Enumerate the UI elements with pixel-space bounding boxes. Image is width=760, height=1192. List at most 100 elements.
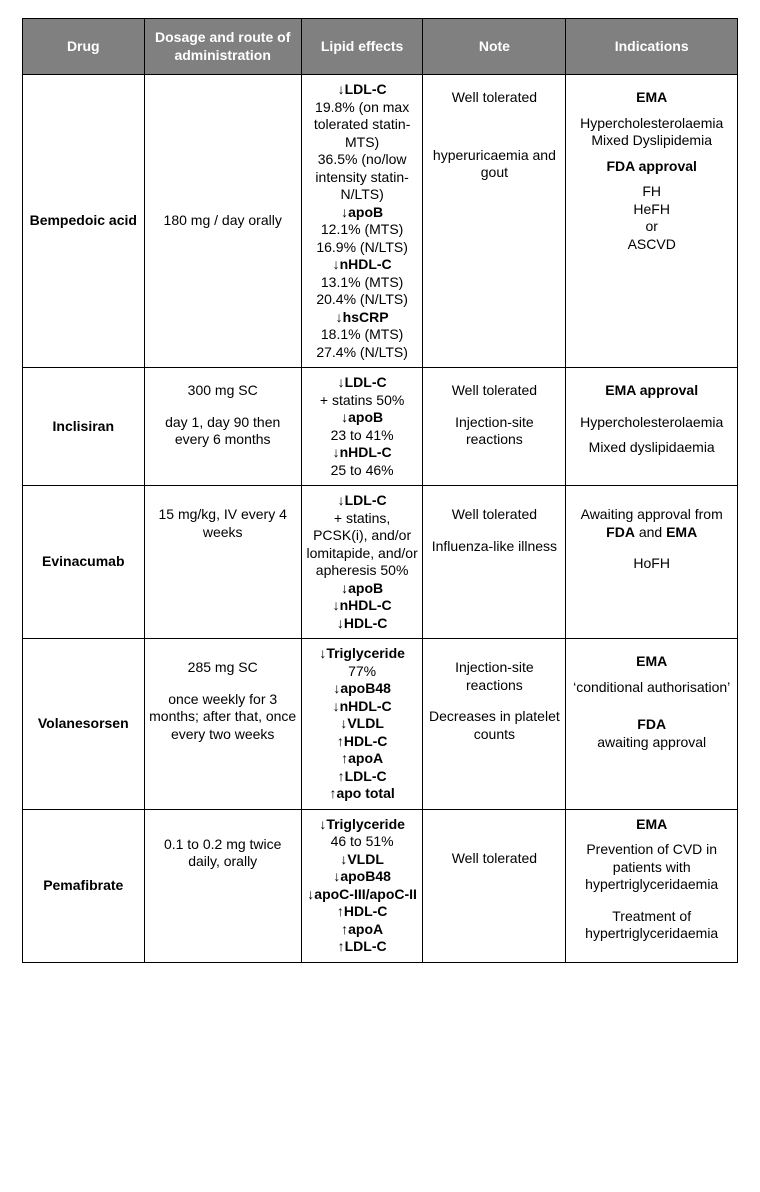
lipid-label: ↓LDL-C — [306, 81, 419, 99]
lipid-label: ↓nHDL-C — [306, 444, 419, 462]
lipid-value: 36.5% (no/low intensity statin- N/LTS) — [306, 151, 419, 204]
indication-label: EMA — [666, 524, 697, 540]
indication-text: awaiting approval — [570, 734, 733, 752]
lipid-label: ↓apoB48 — [306, 680, 419, 698]
lipid-cell: ↓LDL-C 19.8% (on max tolerated statin-MT… — [301, 75, 423, 368]
dosage-text: 0.1 to 0.2 mg twice daily, orally — [149, 836, 297, 871]
dosage-text: 180 mg / day orally — [149, 212, 297, 230]
indication-label: EMA — [570, 653, 733, 671]
lipid-label: ↑LDL-C — [306, 938, 419, 956]
lipid-cell: ↓LDL-C + statins 50% ↓apoB 23 to 41% ↓nH… — [301, 368, 423, 486]
dosage-cell: 285 mg SC once weekly for 3 months; afte… — [144, 639, 301, 810]
lipid-cell: ↓LDL-C + statins, PCSK(i), and/or lomita… — [301, 486, 423, 639]
lipid-label: ↑HDL-C — [306, 903, 419, 921]
indications-cell: EMA ‘conditional authorisation’ FDA awai… — [566, 639, 738, 810]
lipid-label: ↓VLDL — [306, 715, 419, 733]
drug-name: Volanesorsen — [23, 639, 145, 810]
col-lipid: Lipid effects — [301, 19, 423, 75]
lipid-label: ↓nHDL-C — [306, 597, 419, 615]
note-cell: Injection-site reactions Decreases in pl… — [423, 639, 566, 810]
lipid-label: ↓nHDL-C — [306, 698, 419, 716]
lipid-value: + statins, PCSK(i), and/or lomitapide, a… — [306, 510, 419, 580]
dosage-cell: 300 mg SC day 1, day 90 then every 6 mon… — [144, 368, 301, 486]
lipid-label: ↓VLDL — [306, 851, 419, 869]
lipid-value: 12.1% (MTS) — [306, 221, 419, 239]
note-text: Well tolerated — [427, 382, 561, 400]
col-note: Note — [423, 19, 566, 75]
note-text: Well tolerated — [427, 506, 561, 524]
indication-text: Hypercholesterolaemia — [570, 115, 733, 133]
lipid-value: 23 to 41% — [306, 427, 419, 445]
indication-text: Hypercholesterolaemia — [570, 414, 733, 432]
indication-text: Mixed dyslipidaemia — [570, 439, 733, 457]
indications-cell: EMA approval Hypercholesterolaemia Mixed… — [566, 368, 738, 486]
lipid-label: ↓apoC-III/apoC-II — [306, 886, 419, 904]
note-text: Well tolerated — [427, 89, 561, 107]
lipid-cell: ↓Triglyceride 46 to 51% ↓VLDL ↓apoB48 ↓a… — [301, 809, 423, 962]
lipid-label: ↓Triglyceride — [306, 645, 419, 663]
drug-name: Inclisiran — [23, 368, 145, 486]
lipid-value: 19.8% (on max tolerated statin-MTS) — [306, 99, 419, 152]
lipid-value: 77% — [306, 663, 419, 681]
indication-label: FDA — [570, 716, 733, 734]
indications-cell: EMA Prevention of CVD in patients with h… — [566, 809, 738, 962]
indication-text: HeFH — [570, 201, 733, 219]
lipid-label: ↓apoB — [306, 409, 419, 427]
drug-name: Bempedoic acid — [23, 75, 145, 368]
lipid-label: ↑HDL-C — [306, 733, 419, 751]
lipid-label: ↓Triglyceride — [306, 816, 419, 834]
lipid-label: ↑LDL-C — [306, 768, 419, 786]
note-text: Injection-site reactions — [427, 659, 561, 694]
note-cell: Well tolerated Injection-site reactions — [423, 368, 566, 486]
lipid-label: ↓HDL-C — [306, 615, 419, 633]
note-text: Influenza-like illness — [427, 538, 561, 556]
dosage-text: day 1, day 90 then every 6 months — [149, 414, 297, 449]
lipid-value: 27.4% (N/LTS) — [306, 344, 419, 362]
dosage-text: 285 mg SC — [149, 659, 297, 677]
indication-label: EMA — [570, 816, 733, 834]
indication-label: FDA approval — [570, 158, 733, 176]
lipid-cell: ↓Triglyceride 77% ↓apoB48 ↓nHDL-C ↓VLDL … — [301, 639, 423, 810]
drug-name: Evinacumab — [23, 486, 145, 639]
note-text: hyperuricaemia and gout — [427, 147, 561, 182]
lipid-value: 13.1% (MTS) — [306, 274, 419, 292]
indication-text: FDA and EMA — [570, 524, 733, 542]
table-row: Pemafibrate 0.1 to 0.2 mg twice daily, o… — [23, 809, 738, 962]
note-cell: Well tolerated — [423, 809, 566, 962]
table-header: Drug Dosage and route of administration … — [23, 19, 738, 75]
indication-text: Treatment of hypertriglyceridaemia — [570, 908, 733, 943]
note-text: Well tolerated — [427, 850, 561, 868]
dosage-cell: 15 mg/kg, IV every 4 weeks — [144, 486, 301, 639]
lipid-label: ↑apo total — [306, 785, 419, 803]
lipid-label: ↑apoA — [306, 750, 419, 768]
dosage-text: once weekly for 3 months; after that, on… — [149, 691, 297, 744]
col-drug: Drug — [23, 19, 145, 75]
lipid-label: ↓hsCRP — [306, 309, 419, 327]
note-text: Injection-site reactions — [427, 414, 561, 449]
lipid-value: 25 to 46% — [306, 462, 419, 480]
lipid-label: ↑apoA — [306, 921, 419, 939]
indication-text: ASCVD — [570, 236, 733, 254]
lipid-value: 46 to 51% — [306, 833, 419, 851]
lipid-value: + statins 50% — [306, 392, 419, 410]
indication-text: or — [570, 218, 733, 236]
indication-label: FDA — [606, 524, 635, 540]
lipid-value: 20.4% (N/LTS) — [306, 291, 419, 309]
indication-text: Mixed Dyslipidemia — [570, 132, 733, 150]
dosage-text: 15 mg/kg, IV every 4 weeks — [149, 506, 297, 541]
note-text: Decreases in platelet counts — [427, 708, 561, 743]
dosage-cell: 180 mg / day orally — [144, 75, 301, 368]
drug-name: Pemafibrate — [23, 809, 145, 962]
lipid-label: ↓apoB — [306, 580, 419, 598]
indication-label: EMA approval — [570, 382, 733, 400]
lipid-label: ↓LDL-C — [306, 374, 419, 392]
note-cell: Well tolerated Influenza-like illness — [423, 486, 566, 639]
table-row: Evinacumab 15 mg/kg, IV every 4 weeks ↓L… — [23, 486, 738, 639]
table-row: Bempedoic acid 180 mg / day orally ↓LDL-… — [23, 75, 738, 368]
indication-text: and — [635, 524, 666, 540]
lipid-label: ↓nHDL-C — [306, 256, 419, 274]
lipid-value: 16.9% (N/LTS) — [306, 239, 419, 257]
table-row: Inclisiran 300 mg SC day 1, day 90 then … — [23, 368, 738, 486]
indication-text: Prevention of CVD in patients with hyper… — [570, 841, 733, 894]
note-cell: Well tolerated hyperuricaemia and gout — [423, 75, 566, 368]
